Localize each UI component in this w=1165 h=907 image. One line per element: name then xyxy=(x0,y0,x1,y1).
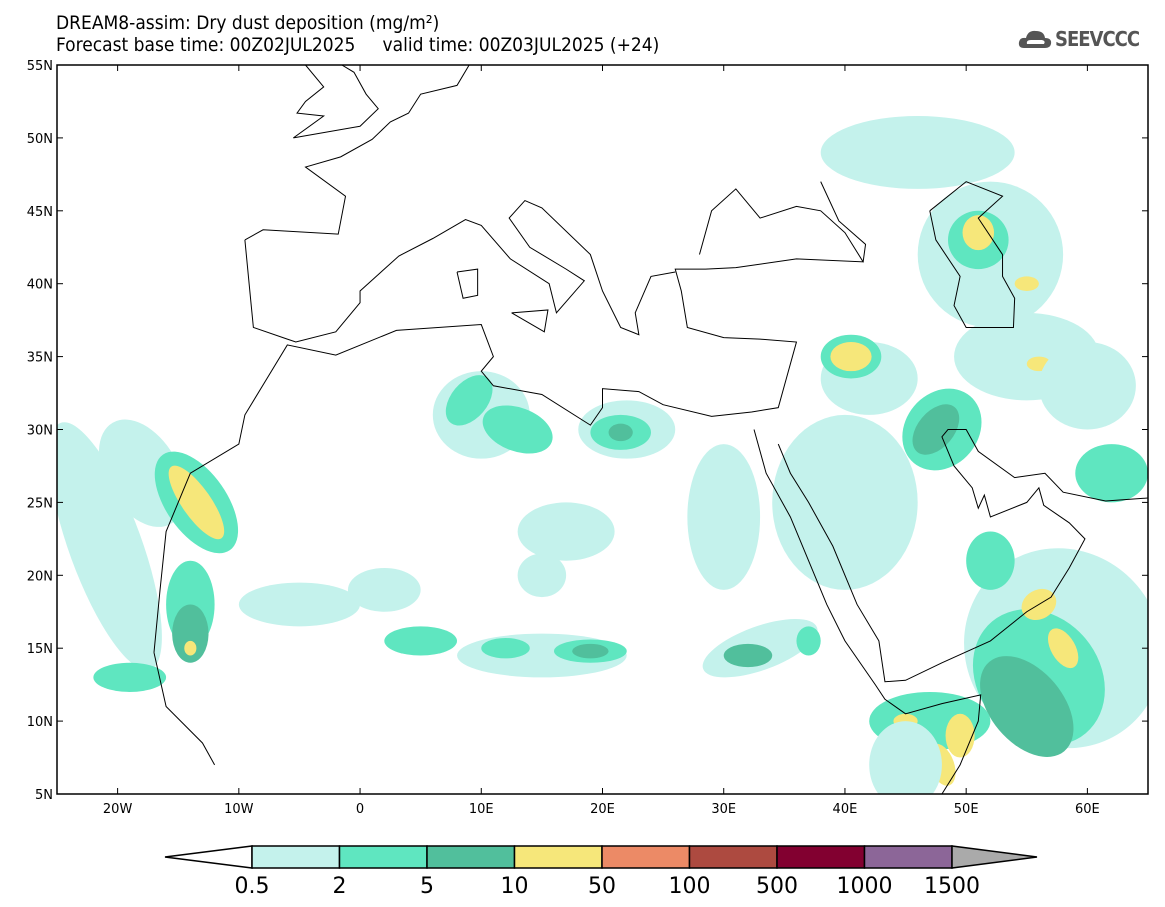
legend-over-arrow xyxy=(951,845,1038,869)
lon-tick-label: 20E xyxy=(590,802,615,817)
color-legend: 0.5 2 5 10 50 100 500 1000 1500 xyxy=(164,845,1038,899)
dust-area xyxy=(608,423,633,442)
seevccc-logo: SEEVCCC xyxy=(1018,27,1140,51)
coastline xyxy=(244,199,676,343)
dust-area xyxy=(796,626,821,656)
lat-tick-label: 25N xyxy=(27,496,53,511)
lon-tick-label: 10E xyxy=(469,802,494,817)
legend-label: 0.5 xyxy=(235,874,270,899)
lon-tick-label: 20W xyxy=(103,802,133,817)
legend-under-arrow xyxy=(164,845,253,869)
dust-area xyxy=(347,568,421,612)
lat-tick-label: 10N xyxy=(27,715,53,730)
dust-area xyxy=(1047,628,1079,669)
dust-area xyxy=(1014,276,1039,291)
lat-tick-label: 20N xyxy=(27,569,53,584)
dust-area xyxy=(445,375,493,426)
coastline xyxy=(153,188,865,653)
legend-swatch xyxy=(776,845,866,869)
coastline xyxy=(929,181,1016,328)
dust-area xyxy=(517,553,567,598)
dust-area xyxy=(238,582,361,627)
lon-tick-label: 50E xyxy=(954,802,979,817)
coastline xyxy=(753,429,982,794)
dust-area xyxy=(93,662,167,692)
legend-label: 500 xyxy=(756,874,798,899)
legend-swatch xyxy=(251,845,341,869)
dust-area xyxy=(980,656,1074,757)
dust-area xyxy=(966,531,1015,590)
legend-label: 100 xyxy=(669,874,711,899)
lat-tick-label: 35N xyxy=(27,351,53,366)
dust-area xyxy=(723,643,773,668)
coastline xyxy=(456,268,479,299)
cloud-icon xyxy=(1018,30,1052,48)
dust-area xyxy=(962,215,995,251)
legend-swatch xyxy=(863,845,953,869)
map-title: DREAM8-assim: Dry dust deposition (mg/m²… xyxy=(56,12,440,34)
lon-tick-label: 30E xyxy=(711,802,736,817)
lon-tick-label: 0 xyxy=(356,802,364,817)
lat-tick-label: 40N xyxy=(27,278,53,293)
forecast-times: Forecast base time: 00Z02JUL2025 valid t… xyxy=(56,34,660,56)
coastline xyxy=(293,65,326,139)
dust-area xyxy=(184,640,197,656)
dust-area xyxy=(384,626,458,656)
coastline xyxy=(777,429,1148,683)
legend-swatch xyxy=(513,845,603,869)
legend-swatch xyxy=(426,845,516,869)
dust-area xyxy=(830,342,872,372)
legend-swatch xyxy=(688,845,778,869)
legend-label: 10 xyxy=(501,874,529,899)
legend-label: 5 xyxy=(420,874,434,899)
lat-tick-label: 5N xyxy=(35,788,53,803)
legend-label: 1000 xyxy=(837,874,893,899)
coastline xyxy=(511,309,549,333)
dust-area xyxy=(820,116,1015,189)
legend-label: 2 xyxy=(333,874,347,899)
dust-area xyxy=(912,404,960,455)
coastlines xyxy=(153,65,1148,794)
lat-tick-label: 45N xyxy=(27,205,53,220)
coastline xyxy=(820,181,867,262)
dust-area xyxy=(517,502,615,561)
dust-area xyxy=(869,721,942,794)
lat-tick-label: 55N xyxy=(27,59,53,74)
lon-tick-label: 10W xyxy=(224,802,254,817)
legend-label: 1500 xyxy=(924,874,980,899)
lon-tick-label: 40E xyxy=(833,802,858,817)
coastline xyxy=(293,65,379,139)
dust-area xyxy=(772,414,918,590)
legend-swatch xyxy=(601,845,691,869)
logo-text: SEEVCCC xyxy=(1055,27,1140,51)
dust-area xyxy=(1038,342,1136,430)
coastline xyxy=(153,652,216,766)
coastline xyxy=(244,65,470,241)
legend-label: 50 xyxy=(588,874,616,899)
dust-area xyxy=(172,604,209,663)
dust-deposition-field xyxy=(57,116,1148,794)
dust-area xyxy=(572,643,609,659)
dust-area xyxy=(687,444,761,590)
legend-swatch xyxy=(338,845,428,869)
lat-tick-label: 30N xyxy=(27,424,53,439)
dust-area xyxy=(1075,444,1148,503)
dust-area xyxy=(481,637,530,659)
dust-area xyxy=(482,405,553,454)
dust-area xyxy=(168,465,225,540)
dust-area xyxy=(945,713,975,758)
lat-tick-label: 15N xyxy=(27,642,53,657)
dust-area xyxy=(57,422,162,671)
lat-tick-label: 50N xyxy=(27,132,53,147)
lon-tick-label: 60E xyxy=(1075,802,1100,817)
